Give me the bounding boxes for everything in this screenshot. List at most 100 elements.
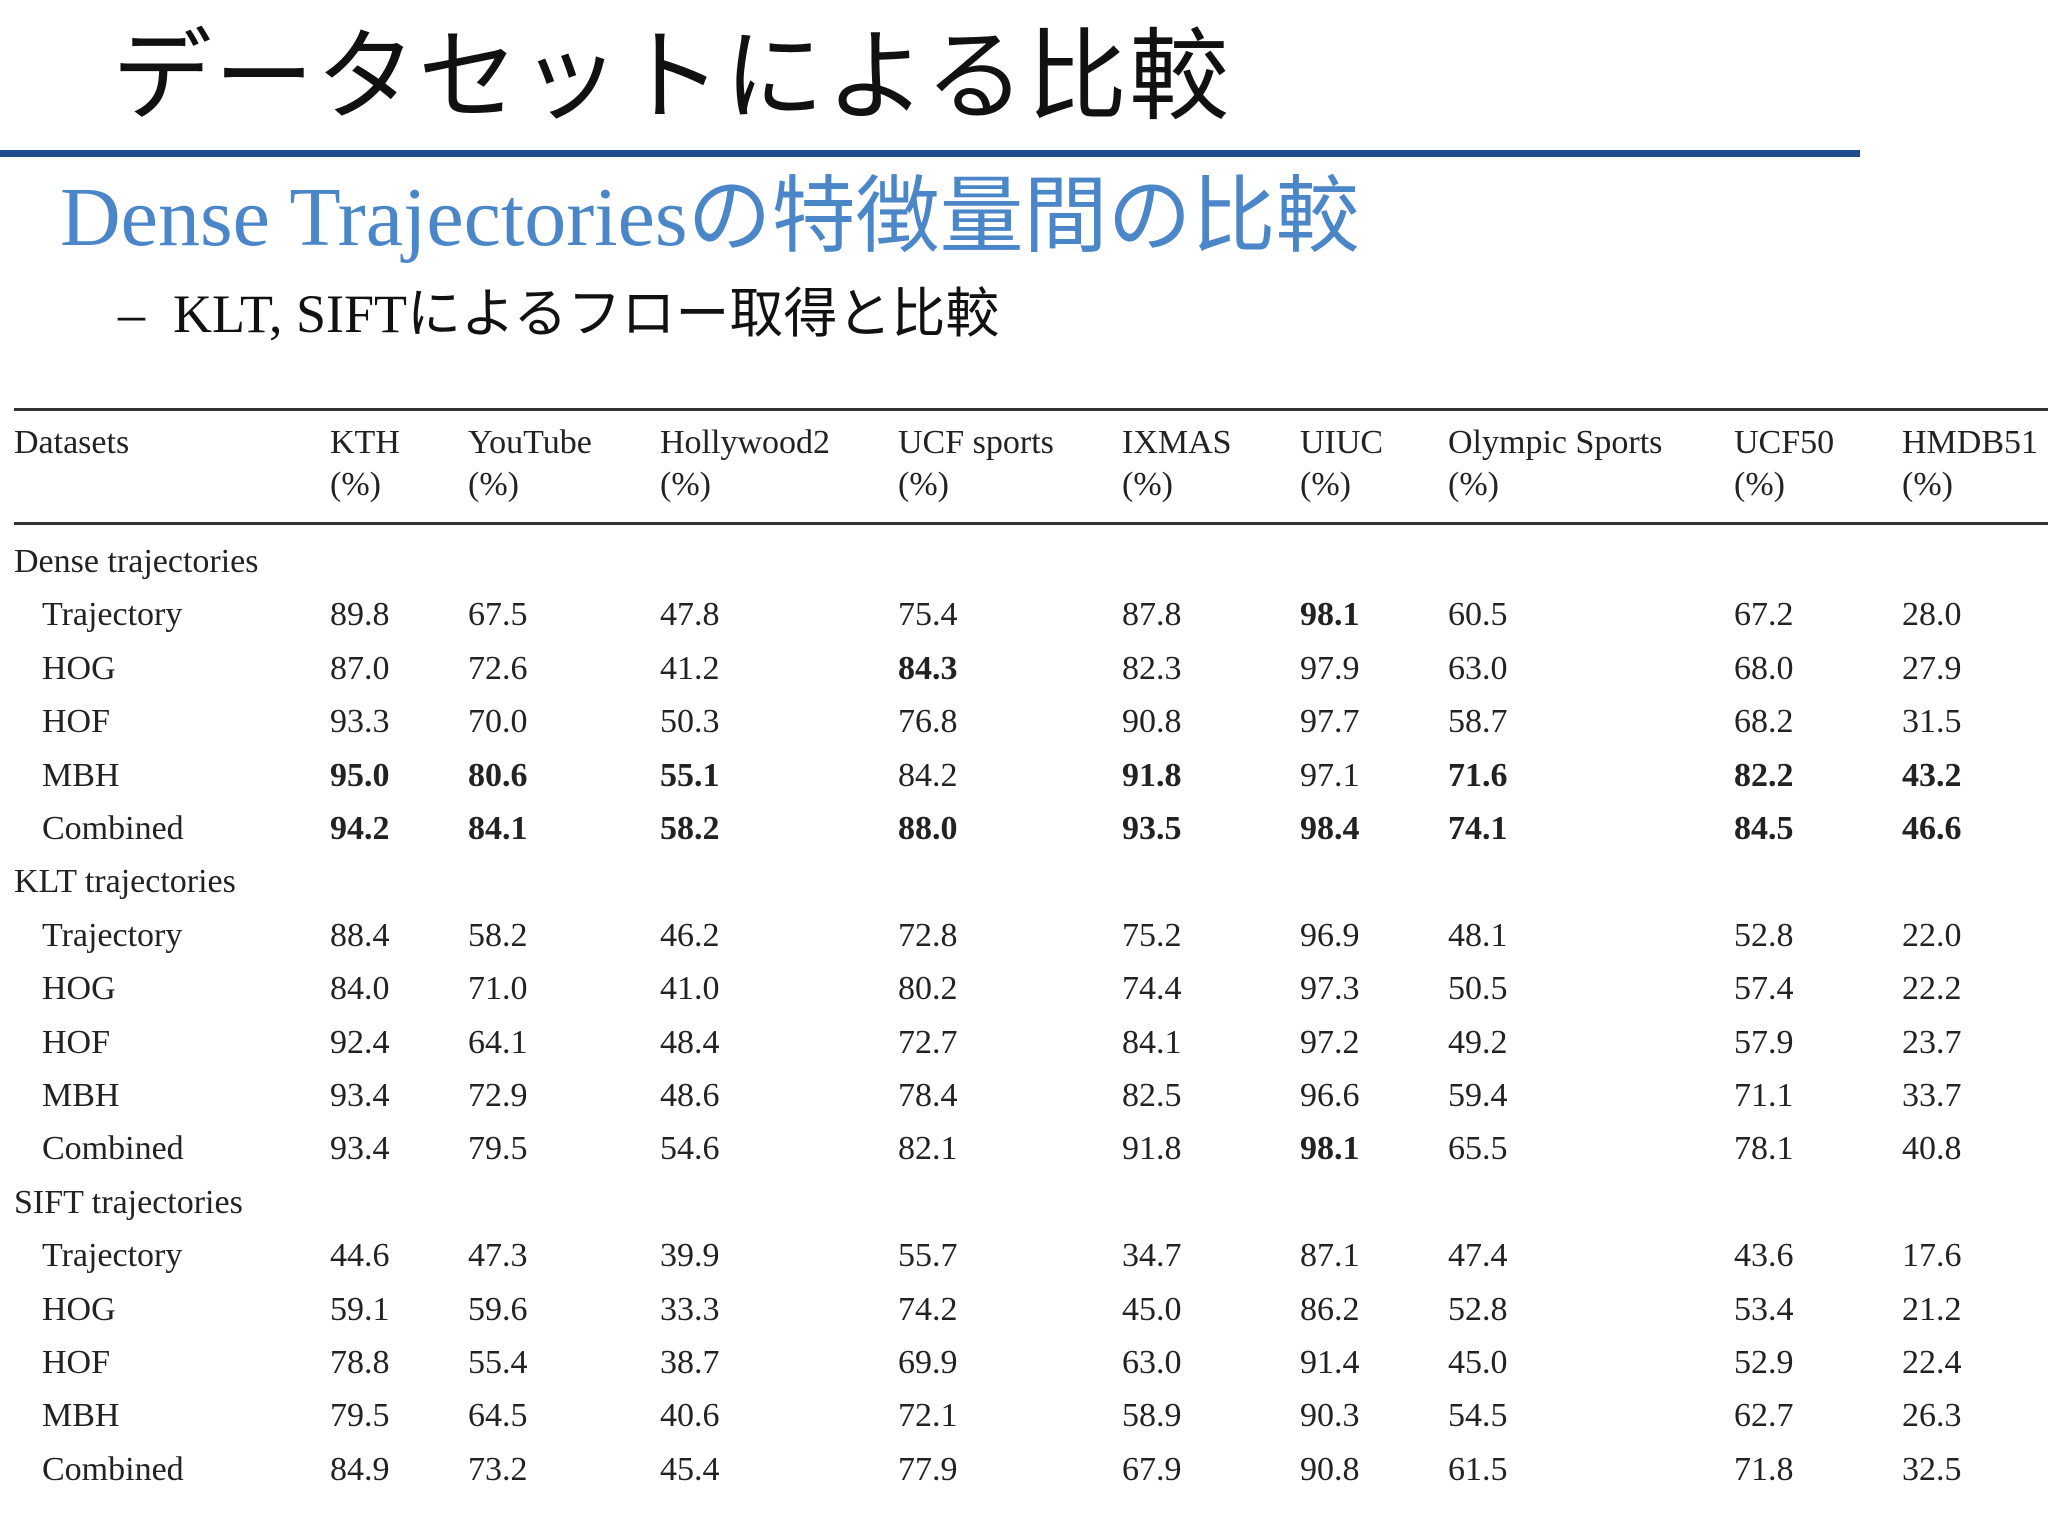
table-row: MBH 93.4 72.9 48.6 78.4 82.5 96.6 59.4 71.1 33.7 <box>14 1076 2048 1129</box>
table-cell: 72.8 <box>898 916 958 954</box>
table-cell: 65.5 <box>1448 1130 1508 1168</box>
table-cell: 39.9 <box>660 1237 720 1275</box>
group-label: KLT trajectories <box>14 863 236 901</box>
table-cell: 88.4 <box>330 916 390 954</box>
header-col-unit: (%) <box>1122 466 1173 503</box>
table-row: Trajectory 44.6 47.3 39.9 55.7 34.7 87.1 47.4 43… <box>14 1236 2048 1289</box>
table-row: MBH 79.5 64.5 40.6 72.1 58.9 90.3 54.5 62.7 26.3 <box>14 1396 2048 1449</box>
table-row: HOG 87.0 72.6 41.2 84.3 82.3 97.9 63.0 68.0 27.9 <box>14 649 2048 702</box>
title-divider <box>0 150 1860 157</box>
table-cell: 68.2 <box>1734 703 1794 741</box>
bullet-point: – KLT, SIFTによるフロー取得と比較 <box>118 282 999 347</box>
table-cell: 96.9 <box>1300 916 1360 954</box>
table-row: HOG 84.0 71.0 41.0 80.2 74.4 97.3 50.5 57.4 22.2 <box>14 969 2048 1022</box>
header-col-unit: (%) <box>330 466 381 503</box>
header-datasets: Datasets <box>14 424 130 461</box>
table-cell: 84.9 <box>330 1450 390 1488</box>
table-cell: 73.2 <box>468 1450 528 1488</box>
header-col-unit: (%) <box>1300 466 1351 503</box>
group-label: Dense trajectories <box>14 543 259 580</box>
table-cell: 46.6 <box>1902 810 1962 847</box>
table-cell: 52.8 <box>1448 1290 1508 1328</box>
table-cell: 22.0 <box>1902 916 1962 954</box>
table-cell: 46.2 <box>660 916 720 954</box>
table-cell: 55.4 <box>468 1344 528 1381</box>
table-cell: 97.2 <box>1300 1023 1360 1061</box>
table-cell: 52.9 <box>1734 1344 1794 1381</box>
bullet-dash: – <box>118 284 145 344</box>
row-label: MBH <box>42 1077 120 1114</box>
table-cell: 58.2 <box>660 810 720 847</box>
table-cell: 22.4 <box>1902 1344 1962 1381</box>
table-cell: 52.8 <box>1734 916 1794 954</box>
header-col-1: YouTube (%) <box>468 422 592 506</box>
row-label: HOG <box>42 970 116 1008</box>
table-cell: 97.1 <box>1300 756 1360 794</box>
table-cell: 93.4 <box>330 1077 390 1114</box>
table-cell: 34.7 <box>1122 1237 1182 1275</box>
table-row: HOG 59.1 59.6 33.3 74.2 45.0 86.2 52.8 53.4 21.2 <box>14 1290 2048 1343</box>
header-col-name: UCF sports <box>898 424 1054 461</box>
row-label: HOF <box>42 1344 111 1381</box>
table-cell: 84.0 <box>330 970 390 1008</box>
row-label: HOG <box>42 1290 116 1328</box>
row-label: HOF <box>42 1023 111 1061</box>
table-cell: 57.4 <box>1734 970 1794 1008</box>
table-cell: 67.2 <box>1734 596 1794 634</box>
table-cell: 48.4 <box>660 1023 720 1061</box>
table-cell: 23.7 <box>1902 1023 1962 1061</box>
table-cell: 76.8 <box>898 703 958 741</box>
header-col-7: UCF50 (%) <box>1734 422 1834 506</box>
table-cell: 54.6 <box>660 1130 720 1168</box>
header-col-3: UCF sports (%) <box>898 422 1054 506</box>
table-cell: 84.1 <box>1122 1023 1182 1061</box>
table-cell: 84.3 <box>898 649 958 687</box>
table-cell: 72.1 <box>898 1397 958 1435</box>
table-cell: 57.9 <box>1734 1023 1794 1061</box>
table-cell: 97.9 <box>1300 649 1360 687</box>
table-cell: 98.1 <box>1300 596 1360 634</box>
header-col-name: UCF50 <box>1734 424 1835 461</box>
table-cell: 43.6 <box>1734 1237 1794 1275</box>
table-cell: 49.2 <box>1448 1023 1508 1061</box>
header-col-unit: (%) <box>468 466 519 503</box>
table-cell: 97.7 <box>1300 703 1360 741</box>
table-cell: 77.9 <box>898 1450 958 1488</box>
table-cell: 95.0 <box>330 756 390 794</box>
table-cell: 53.4 <box>1734 1290 1794 1328</box>
table-cell: 90.8 <box>1122 703 1182 741</box>
table-cell: 58.2 <box>468 916 528 954</box>
header-col-unit: (%) <box>1902 466 1953 503</box>
table-cell: 22.2 <box>1902 970 1962 1008</box>
table-cell: 82.5 <box>1122 1077 1182 1114</box>
table-cell: 98.1 <box>1300 1130 1360 1168</box>
table-cell: 70.0 <box>468 703 528 741</box>
table-row: HOF 93.3 70.0 50.3 76.8 90.8 97.7 58.7 68.2 31.5 <box>14 702 2048 755</box>
table-cell: 41.0 <box>660 970 720 1008</box>
table-row: HOF 78.8 55.4 38.7 69.9 63.0 91.4 45.0 52.9 22.4 <box>14 1343 2048 1396</box>
group-label: SIFT trajectories <box>14 1183 243 1221</box>
table-cell: 78.1 <box>1734 1130 1794 1168</box>
row-label: MBH <box>42 1397 120 1435</box>
table-cell: 91.4 <box>1300 1344 1360 1381</box>
row-label: Combined <box>42 1450 184 1488</box>
table-cell: 67.5 <box>468 596 528 634</box>
table-header-rule <box>14 522 2048 525</box>
header-col-8: HMDB51 (%) <box>1902 422 2038 506</box>
header-col-unit: (%) <box>1734 466 1785 503</box>
table-cell: 71.1 <box>1734 1077 1794 1114</box>
header-col-name: Olympic Sports <box>1448 424 1663 461</box>
table-cell: 45.0 <box>1448 1344 1508 1381</box>
bullet-text: KLT, SIFTによるフロー取得と比較 <box>173 284 1000 344</box>
table-cell: 90.3 <box>1300 1397 1360 1435</box>
table-cell: 63.0 <box>1448 649 1508 687</box>
table-cell: 93.5 <box>1122 810 1182 847</box>
table-row: Combined 94.2 84.1 58.2 88.0 93.5 98.4 74.1 84.5… <box>14 809 2048 862</box>
header-col-name: UIUC <box>1300 424 1384 461</box>
table-cell: 44.6 <box>330 1237 390 1275</box>
table-cell: 21.2 <box>1902 1290 1962 1328</box>
table-cell: 62.7 <box>1734 1397 1794 1435</box>
table-cell: 87.1 <box>1300 1237 1360 1275</box>
table-row: Combined 93.4 79.5 54.6 82.1 91.8 98.1 65.5 78.1… <box>14 1129 2048 1182</box>
table-cell: 47.3 <box>468 1237 528 1275</box>
